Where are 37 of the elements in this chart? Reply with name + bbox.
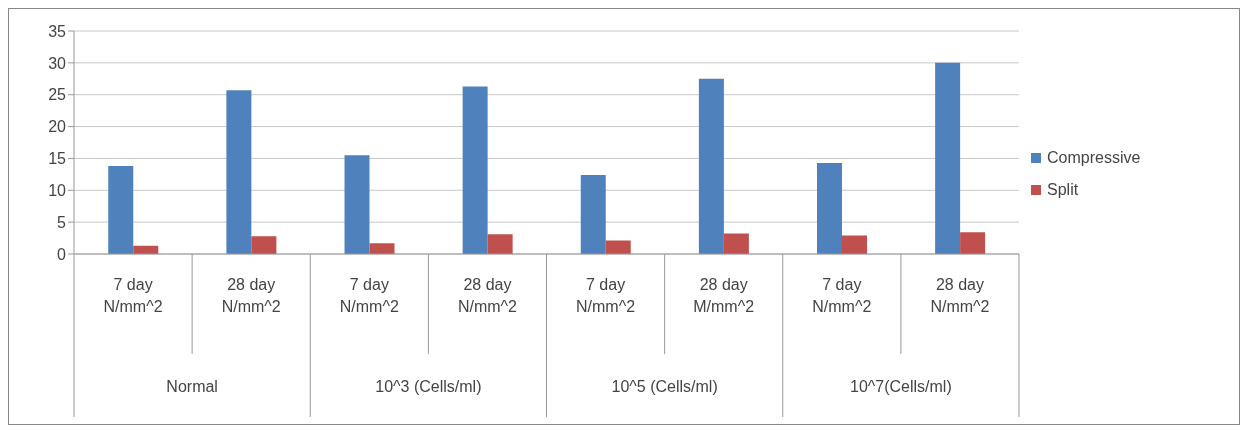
- y-tick-label: 0: [57, 245, 67, 263]
- bar: [723, 233, 749, 254]
- bar: [935, 62, 961, 254]
- bar: [580, 174, 606, 254]
- y-tick-label: 25: [48, 86, 67, 104]
- y-tick-label: 20: [48, 118, 67, 136]
- y-tick-label: 15: [48, 150, 67, 168]
- legend-label: Split: [1047, 181, 1079, 199]
- text: 10^3 (Cells/ml): [375, 378, 482, 395]
- x-tick-label: 28 day N/mm^2: [457, 276, 518, 315]
- legend-label: Compressive: [1047, 149, 1141, 167]
- bar: [462, 86, 488, 254]
- bar: [108, 166, 134, 254]
- x-tick-label: 28 day M/mm^2: [693, 276, 755, 315]
- x-tick-label: 7 day N/mm^2: [103, 276, 163, 315]
- bar: [698, 78, 724, 254]
- y-tick-label: 5: [57, 213, 67, 231]
- bar: [226, 90, 252, 254]
- x-tick-label: 7 day N/mm^2: [339, 276, 399, 315]
- text: 10^5 (Cells/ml): [611, 378, 718, 395]
- bar: [842, 235, 868, 254]
- text: Normal: [166, 378, 218, 395]
- x-tick-label: 7 day N/mm^2: [576, 276, 636, 315]
- y-tick-label: 30: [48, 54, 67, 72]
- x-tick-label: 28 day N/mm^2: [930, 276, 990, 315]
- x-tick-label: 28 day N/mm^2: [221, 276, 281, 315]
- bar: [369, 243, 395, 254]
- y-tick-label: 35: [48, 22, 67, 40]
- bar: [251, 236, 277, 254]
- bar: [817, 162, 843, 254]
- bar: [960, 232, 986, 254]
- bar: [605, 240, 631, 254]
- y-tick-label: 10: [48, 181, 67, 199]
- x-tick-label: 7 day N/mm^2: [812, 276, 872, 315]
- bar: [344, 155, 370, 254]
- bar: [487, 234, 513, 254]
- text: 10^7(Cells/ml): [850, 378, 952, 395]
